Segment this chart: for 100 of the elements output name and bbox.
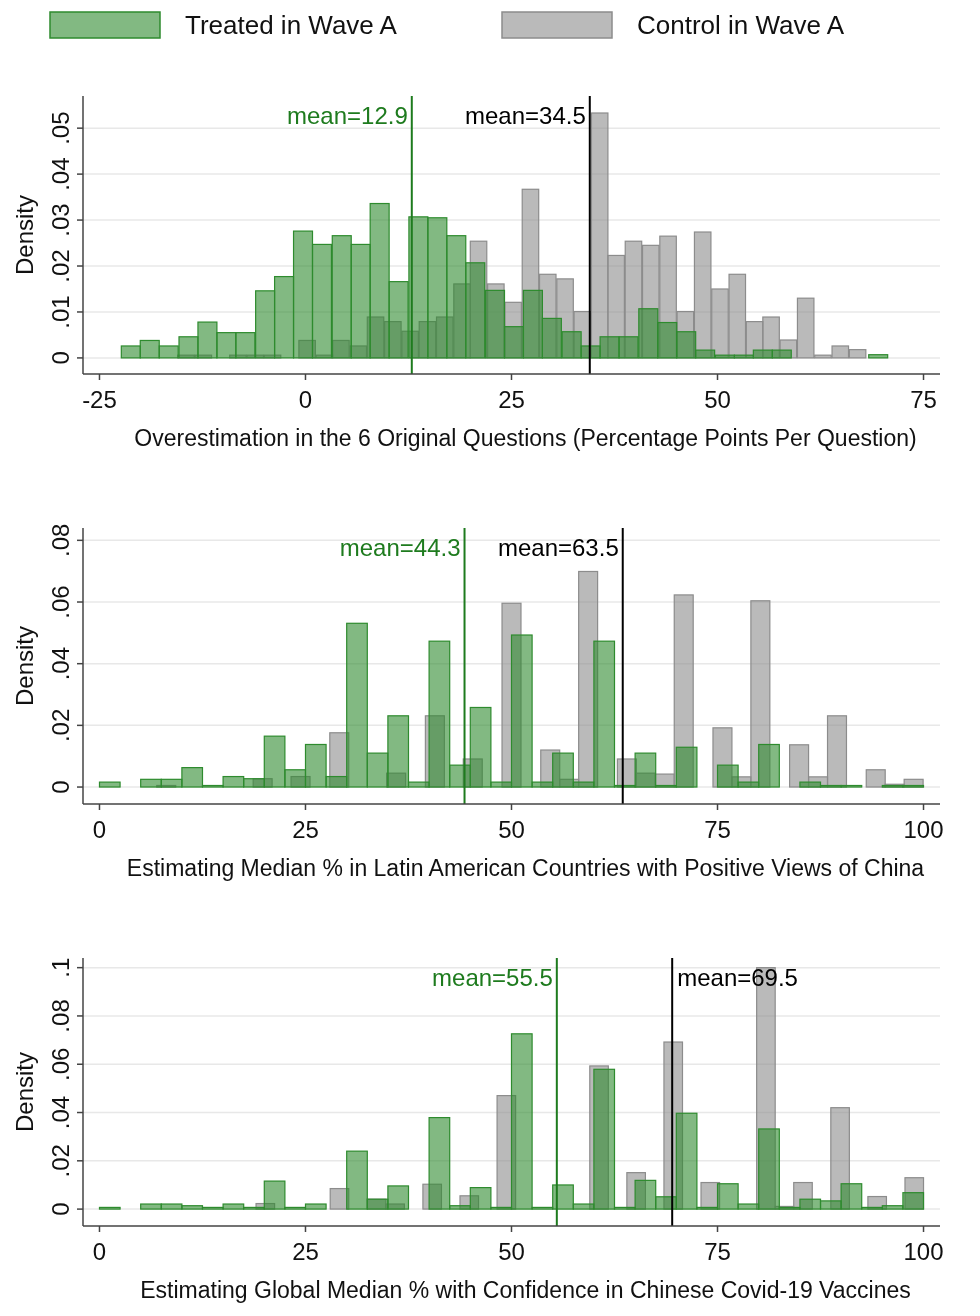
bar [263,1180,286,1210]
bar [618,336,639,359]
x-tick-label: 25 [292,816,319,843]
bar [346,622,368,788]
bar [541,317,562,359]
x-axis-title: Estimating Median % in Latin American Countries with Positive Views of China [126,855,925,881]
y-tick-label: 0 [47,780,74,794]
bar [848,349,867,359]
bar [178,336,199,359]
bar [552,752,574,788]
y-tick-label: .01 [47,295,74,329]
bar [292,230,314,359]
bar [675,746,698,788]
bar [449,764,471,788]
y-tick-label: .1 [47,957,74,978]
x-axis-title: Overestimation in the 6 Original Questions (Percentage Points Per Question) [134,425,917,451]
y-tick-label: 0 [47,351,74,365]
y-axis-title: Density [11,194,38,276]
bar [716,764,739,788]
bar [865,769,886,788]
y-tick-label: .06 [47,585,74,619]
bar [826,715,848,788]
bar [304,1203,327,1210]
bar [428,1116,451,1210]
bar [634,1179,657,1210]
bar [789,744,810,788]
bar [510,634,533,788]
bar [695,349,716,359]
bar [840,1183,863,1210]
bar [140,1203,162,1210]
bar [446,235,467,359]
x-axis-title: Estimating Global Median % with Confidence in Chinese Covid-19 Vaccines [140,1277,911,1303]
y-axis-title: Density [11,625,38,707]
y-tick-label: 0 [47,1202,74,1216]
bar [902,1192,925,1210]
bar [263,735,286,788]
bar [469,706,492,788]
bar [273,275,295,359]
bar [490,781,513,788]
bar [160,778,183,788]
bar [675,1112,698,1210]
bar [465,262,486,359]
x-tick-label: 25 [292,1238,319,1265]
bar [350,243,371,359]
bar [243,778,265,788]
bar [366,752,389,788]
bar [387,1185,410,1210]
bar [561,331,582,359]
bar [503,326,525,359]
x-tick-label: 0 [298,386,313,413]
bar [799,781,822,788]
bar [311,243,333,359]
ref-line-label: mean=69.5 [677,964,798,991]
bar [819,1200,842,1210]
bar [737,781,760,788]
bar [181,767,204,788]
x-tick-label: 50 [704,386,731,413]
x-tick-label: 75 [704,816,731,843]
bar [881,1205,904,1210]
bar [737,1203,760,1210]
x-tick-label: 100 [903,816,944,843]
bar [522,289,543,359]
bar [304,743,327,788]
bar [388,281,409,359]
bar [407,781,430,788]
bar [531,781,554,788]
bar [593,1068,616,1210]
x-tick-label: -25 [82,386,117,413]
bar [758,743,780,788]
bar [284,769,307,788]
bar [346,1150,368,1210]
bar [572,1203,595,1210]
y-tick-label: .04 [47,647,74,681]
ref-line-label: mean=12.9 [287,102,408,129]
y-tick-label: .04 [47,157,74,191]
y-tick-label: .08 [47,999,74,1033]
bar [222,1203,245,1210]
x-tick-label: 100 [903,1238,944,1265]
bar [325,775,348,788]
bar [510,1033,533,1210]
bar [599,336,620,359]
bar [158,345,179,359]
x-tick-label: 50 [498,816,525,843]
bar [868,354,889,359]
x-tick-label: 0 [92,1238,107,1265]
y-tick-label: .02 [47,708,74,743]
bar [799,1198,822,1210]
bar [716,1183,739,1210]
bar [331,235,352,359]
y-tick-label: .08 [47,523,74,558]
bar [831,345,850,359]
bar [657,321,678,359]
ref-line-label: mean=44.3 [339,534,461,561]
bar [469,1187,492,1210]
bar [572,781,595,788]
bar [427,217,448,359]
y-tick-label: .02 [47,1144,74,1178]
bar [181,1205,204,1210]
bar [216,332,237,359]
bar [634,752,657,788]
